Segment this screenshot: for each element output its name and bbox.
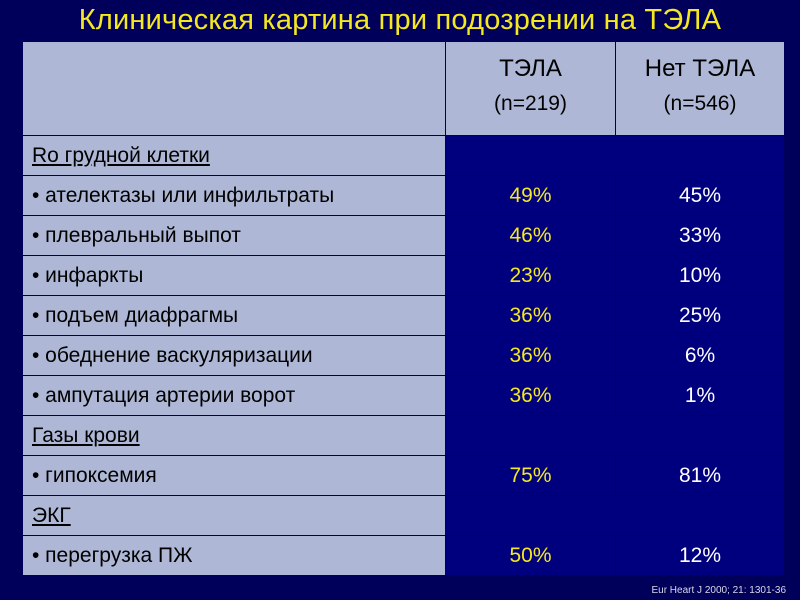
section-label: Газы крови (22, 415, 446, 456)
header-row: ТЭЛА (n=219) Нет ТЭЛА (n=546) (22, 41, 785, 136)
value-pe: 36% (445, 295, 616, 336)
section-title: Газы крови (32, 423, 140, 447)
column-header-no-pe: Нет ТЭЛА (n=546) (615, 41, 785, 136)
value-no-pe: 33% (615, 215, 785, 256)
table-row: • гипоксемия 75% 81% (22, 455, 785, 496)
row-label: • ателектазы или инфильтраты (22, 175, 446, 216)
column-header-no-pe-count: (n=546) (663, 92, 737, 115)
row-label: • обеднение васкуляризации (22, 335, 446, 376)
row-label: • подъем диафрагмы (22, 295, 446, 336)
section-row: Газы крови (22, 415, 785, 456)
table-row: • ателектазы или инфильтраты 49% 45% (22, 175, 785, 216)
header-empty-cell (22, 41, 446, 136)
page-title: Клиническая картина при подозрении на ТЭ… (78, 4, 722, 36)
section-row: ЭКГ (22, 495, 785, 536)
column-header-pe: ТЭЛА (n=219) (445, 41, 616, 136)
section-label: Ro грудной клетки (22, 135, 446, 176)
row-label: • инфаркты (22, 255, 446, 296)
section-empty-cell (445, 135, 785, 176)
value-no-pe: 25% (615, 295, 785, 336)
value-no-pe: 81% (615, 455, 785, 496)
section-title: Ro грудной клетки (32, 143, 210, 167)
table-row: • плевральный выпот 46% 33% (22, 215, 785, 256)
value-no-pe: 12% (615, 535, 785, 576)
row-label: • перегрузка ПЖ (22, 535, 446, 576)
section-row: Ro грудной клетки (22, 135, 785, 176)
value-pe: 75% (445, 455, 616, 496)
table-row: • ампутация артерии ворот 36% 1% (22, 375, 785, 416)
row-label: • плевральный выпот (22, 215, 446, 256)
table-row: • перегрузка ПЖ 50% 12% (22, 535, 785, 576)
value-pe: 36% (445, 335, 616, 376)
section-title: ЭКГ (32, 503, 71, 527)
row-label: • гипоксемия (22, 455, 446, 496)
section-label: ЭКГ (22, 495, 446, 536)
table-row: • обеднение васкуляризации 36% 6% (22, 335, 785, 376)
value-pe: 50% (445, 535, 616, 576)
value-pe: 46% (445, 215, 616, 256)
data-table: ТЭЛА (n=219) Нет ТЭЛА (n=546) Ro грудной… (22, 41, 785, 576)
source-citation: Eur Heart J 2000; 21: 1301-36 (651, 585, 786, 596)
value-pe: 23% (445, 255, 616, 296)
column-header-pe-name: ТЭЛА (499, 55, 562, 82)
section-empty-cell (445, 495, 785, 536)
value-no-pe: 1% (615, 375, 785, 416)
value-no-pe: 10% (615, 255, 785, 296)
value-no-pe: 6% (615, 335, 785, 376)
section-empty-cell (445, 415, 785, 456)
table-row: • подъем диафрагмы 36% 25% (22, 295, 785, 336)
table-row: • инфаркты 23% 10% (22, 255, 785, 296)
row-label: • ампутация артерии ворот (22, 375, 446, 416)
value-no-pe: 45% (615, 175, 785, 216)
value-pe: 49% (445, 175, 616, 216)
column-header-pe-count: (n=219) (494, 92, 567, 115)
value-pe: 36% (445, 375, 616, 416)
column-header-no-pe-name: Нет ТЭЛА (644, 55, 756, 82)
